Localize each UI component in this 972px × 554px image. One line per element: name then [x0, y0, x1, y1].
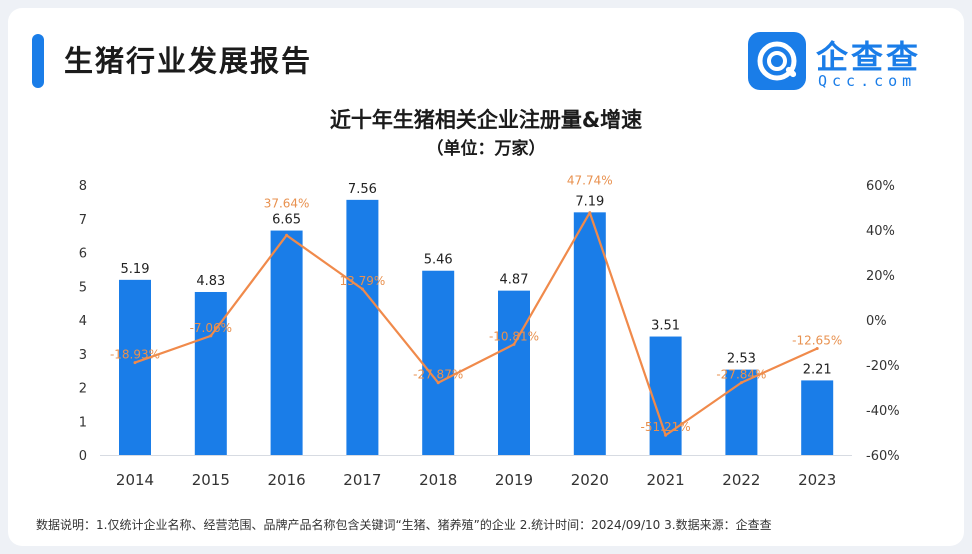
x-tick-label: 2018	[419, 471, 457, 489]
growth-value-label: -7.06%	[190, 321, 232, 335]
y-left-tick-label: 3	[79, 348, 87, 363]
bar-value-label: 6.65	[272, 213, 301, 228]
x-tick-label: 2019	[495, 471, 533, 489]
growth-point	[285, 233, 289, 237]
bar-value-label: 3.51	[651, 319, 680, 334]
bar	[119, 279, 151, 455]
x-tick-label: 2017	[343, 471, 381, 489]
qcc-logo-icon	[748, 32, 806, 90]
title-accent-bar	[32, 34, 44, 88]
bar	[498, 290, 530, 455]
x-tick-label: 2020	[571, 471, 609, 489]
x-tick-label: 2014	[116, 471, 154, 489]
y-left-tick-label: 1	[79, 415, 87, 430]
bar-value-label: 4.83	[196, 274, 225, 289]
bar-value-label: 2.53	[727, 352, 756, 367]
y-left-tick-label: 8	[79, 179, 87, 194]
x-tick-label: 2015	[192, 471, 230, 489]
y-right-tick-label: -60%	[866, 449, 900, 464]
growth-point	[664, 433, 668, 437]
bar	[801, 380, 834, 455]
growth-value-label: 13.79%	[340, 274, 386, 288]
bar-value-label: 4.87	[500, 273, 529, 288]
growth-point	[436, 381, 440, 385]
report-card	[8, 8, 964, 546]
y-right-tick-label: 40%	[866, 224, 895, 239]
report-title: 生猪行业发展报告	[64, 44, 313, 78]
bar	[649, 336, 682, 455]
growth-point	[588, 211, 592, 215]
growth-point	[512, 342, 516, 346]
bar	[573, 212, 606, 455]
brand-name: 企查查	[816, 38, 922, 76]
bar	[270, 230, 303, 455]
growth-point	[133, 361, 137, 365]
brand-domain: Qcc.com	[818, 72, 917, 90]
bar-value-label: 7.56	[348, 182, 377, 197]
y-left-tick-label: 7	[79, 213, 87, 228]
growth-point	[739, 381, 743, 385]
bar	[346, 199, 379, 455]
y-left-tick-label: 6	[79, 247, 87, 262]
bar-value-label: 2.21	[803, 362, 832, 377]
growth-value-label: 47.74%	[567, 174, 613, 188]
growth-point	[209, 334, 213, 338]
growth-value-label: -27.87%	[413, 368, 463, 382]
y-left-tick-label: 0	[79, 449, 87, 464]
growth-point	[815, 346, 819, 350]
y-left-tick-label: 2	[79, 382, 87, 397]
x-tick-label: 2022	[722, 471, 760, 489]
x-tick-label: 2023	[798, 471, 836, 489]
bar-value-label: 5.46	[424, 253, 453, 268]
growth-value-label: 37.64%	[264, 196, 310, 210]
bar-value-label: 5.19	[121, 262, 150, 277]
y-left-tick-label: 4	[79, 314, 87, 329]
y-right-tick-label: 60%	[866, 179, 895, 194]
bar	[422, 270, 455, 455]
x-tick-label: 2016	[268, 471, 306, 489]
bar	[194, 291, 227, 455]
chart-subtitle: （单位：万家）	[426, 139, 546, 159]
y-right-tick-label: 20%	[866, 269, 895, 284]
y-right-tick-label: -20%	[866, 359, 900, 374]
growth-value-label: -51.21%	[641, 420, 691, 434]
brand-logo: 企查查 Qcc.com	[748, 32, 958, 92]
growth-point	[360, 287, 364, 291]
y-left-tick-label: 5	[79, 280, 87, 295]
y-right-tick-label: 0%	[866, 314, 887, 329]
x-tick-label: 2021	[647, 471, 685, 489]
data-footnote: 数据说明：1.仅统计企业名称、经营范围、品牌产品名称包含关键词“生猪、猪养殖”的…	[36, 518, 772, 532]
chart-title: 近十年生猪相关企业注册量&增速	[329, 108, 643, 132]
growth-value-label: -18.93%	[110, 348, 160, 362]
growth-value-label: -27.84%	[716, 368, 766, 382]
growth-value-label: -12.65%	[792, 333, 842, 347]
growth-line	[134, 211, 818, 437]
bar-value-label: 7.19	[575, 194, 604, 209]
growth-value-label: -10.81%	[489, 329, 539, 343]
y-right-tick-label: -40%	[866, 404, 900, 419]
